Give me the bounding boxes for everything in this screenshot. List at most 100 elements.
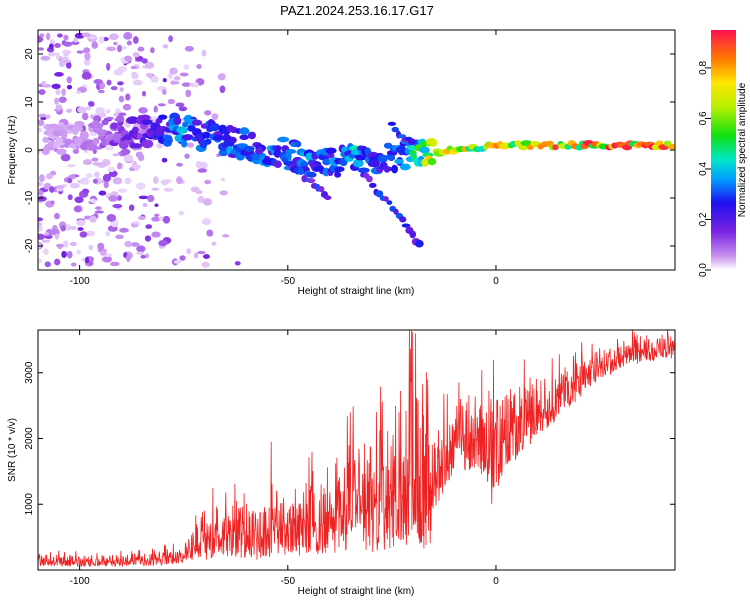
noise-speckle [54, 233, 60, 240]
noise-speckle [222, 234, 230, 238]
noise-speckle [132, 51, 140, 58]
noise-speckle [158, 239, 168, 247]
noise-speckle [124, 55, 132, 62]
ridge-blob [334, 171, 342, 178]
noise-speckle [70, 262, 77, 267]
noise-speckle [43, 182, 52, 190]
noise-speckle [151, 187, 160, 191]
noise-speckle [61, 59, 72, 64]
noise-speckle [41, 81, 46, 86]
noise-speckle [112, 177, 123, 185]
noise-speckle [102, 173, 112, 182]
ridge-blob [201, 131, 211, 139]
snr-panel: -100 -50 0 1000 2000 3000 Height of straight … [7, 329, 676, 597]
noise-speckle [76, 219, 86, 226]
noise-speckle [220, 177, 226, 182]
ridge-blob [79, 130, 89, 140]
branch-blob [409, 230, 417, 239]
spectrogram-x-label: Height of straight line (km) [298, 286, 415, 297]
branch-blob [386, 200, 393, 205]
noise-speckle [175, 102, 185, 108]
ridge-blob [322, 158, 332, 166]
ridge-blob [92, 137, 100, 145]
noise-speckle [92, 162, 101, 166]
colorbar-tick-label: 0.4 [698, 162, 709, 176]
noise-speckle [178, 210, 184, 216]
noise-speckle [121, 45, 127, 50]
ridge-blob [47, 123, 60, 131]
noise-speckle [136, 182, 146, 190]
colorbar-tick-label: 0.0 [698, 263, 709, 277]
noise-speckle [160, 179, 169, 186]
noise-speckle [77, 227, 84, 231]
noise-speckle [73, 205, 82, 213]
ridge-blob [247, 131, 257, 140]
ridge-blob [228, 136, 237, 144]
ridge-blob [377, 154, 388, 164]
noise-speckle [178, 106, 188, 112]
noise-speckle [82, 71, 92, 79]
ridge-blob [357, 167, 370, 174]
noise-speckle [47, 51, 56, 57]
branch-blob [407, 138, 417, 146]
noise-speckle [87, 101, 95, 107]
noise-speckle [67, 225, 77, 230]
noise-speckle [55, 188, 65, 192]
noise-speckle [119, 227, 129, 233]
ridge-blob [429, 139, 438, 147]
noise-speckle [38, 181, 43, 187]
ridge-blob [158, 114, 168, 120]
noise-speckle [88, 261, 93, 266]
branch-blob [387, 121, 397, 126]
noise-speckle [48, 43, 54, 50]
branch-blob [391, 126, 399, 133]
ridge-blob [251, 153, 263, 161]
noise-speckle [98, 190, 107, 196]
y-tick-label: -10 [24, 190, 35, 205]
noise-speckle [38, 217, 44, 222]
noise-speckle [88, 244, 93, 251]
spectrogram-y-label: Frequency (Hz) [7, 116, 18, 185]
ridge-blob [126, 116, 139, 124]
noise-speckle [183, 64, 190, 70]
noise-speckle [202, 198, 213, 206]
noise-speckle [75, 90, 82, 95]
noise-speckle [77, 106, 87, 114]
ridge-blob [181, 134, 194, 141]
snr-frame [37, 329, 676, 571]
noise-speckle [173, 260, 182, 264]
noise-speckle [38, 196, 47, 202]
noise-speckle [104, 145, 115, 151]
noise-speckle [54, 212, 60, 220]
noise-speckle [150, 47, 155, 54]
noise-speckle [106, 79, 112, 86]
x-tick-label: -100 [70, 576, 90, 587]
noise-speckle [63, 34, 69, 41]
noise-speckle [219, 190, 228, 196]
noise-speckle [55, 185, 65, 189]
noise-speckle [76, 50, 84, 54]
noise-speckle [54, 71, 64, 77]
noise-speckle [97, 242, 105, 251]
noise-speckle [181, 82, 192, 87]
noise-speckle [73, 37, 78, 43]
ridge-blob [306, 171, 317, 178]
noise-speckle [38, 113, 47, 118]
noise-speckle [45, 173, 53, 180]
branch-blob [365, 175, 373, 183]
ridge-blob [326, 152, 335, 159]
ridge-blob [239, 127, 250, 136]
ridge-blob [44, 143, 56, 151]
noise-speckle [142, 203, 148, 208]
y-tick-label: 0 [24, 147, 35, 153]
ridge-blob [427, 158, 437, 166]
noise-speckle [94, 210, 104, 214]
noise-speckle [131, 164, 141, 169]
noise-speckle [156, 142, 164, 149]
noise-speckle [42, 248, 49, 255]
noise-speckle [162, 44, 169, 49]
noise-speckle [117, 188, 128, 193]
noise-speckle [55, 55, 61, 60]
noise-speckle [176, 162, 183, 167]
noise-speckle [173, 75, 181, 81]
